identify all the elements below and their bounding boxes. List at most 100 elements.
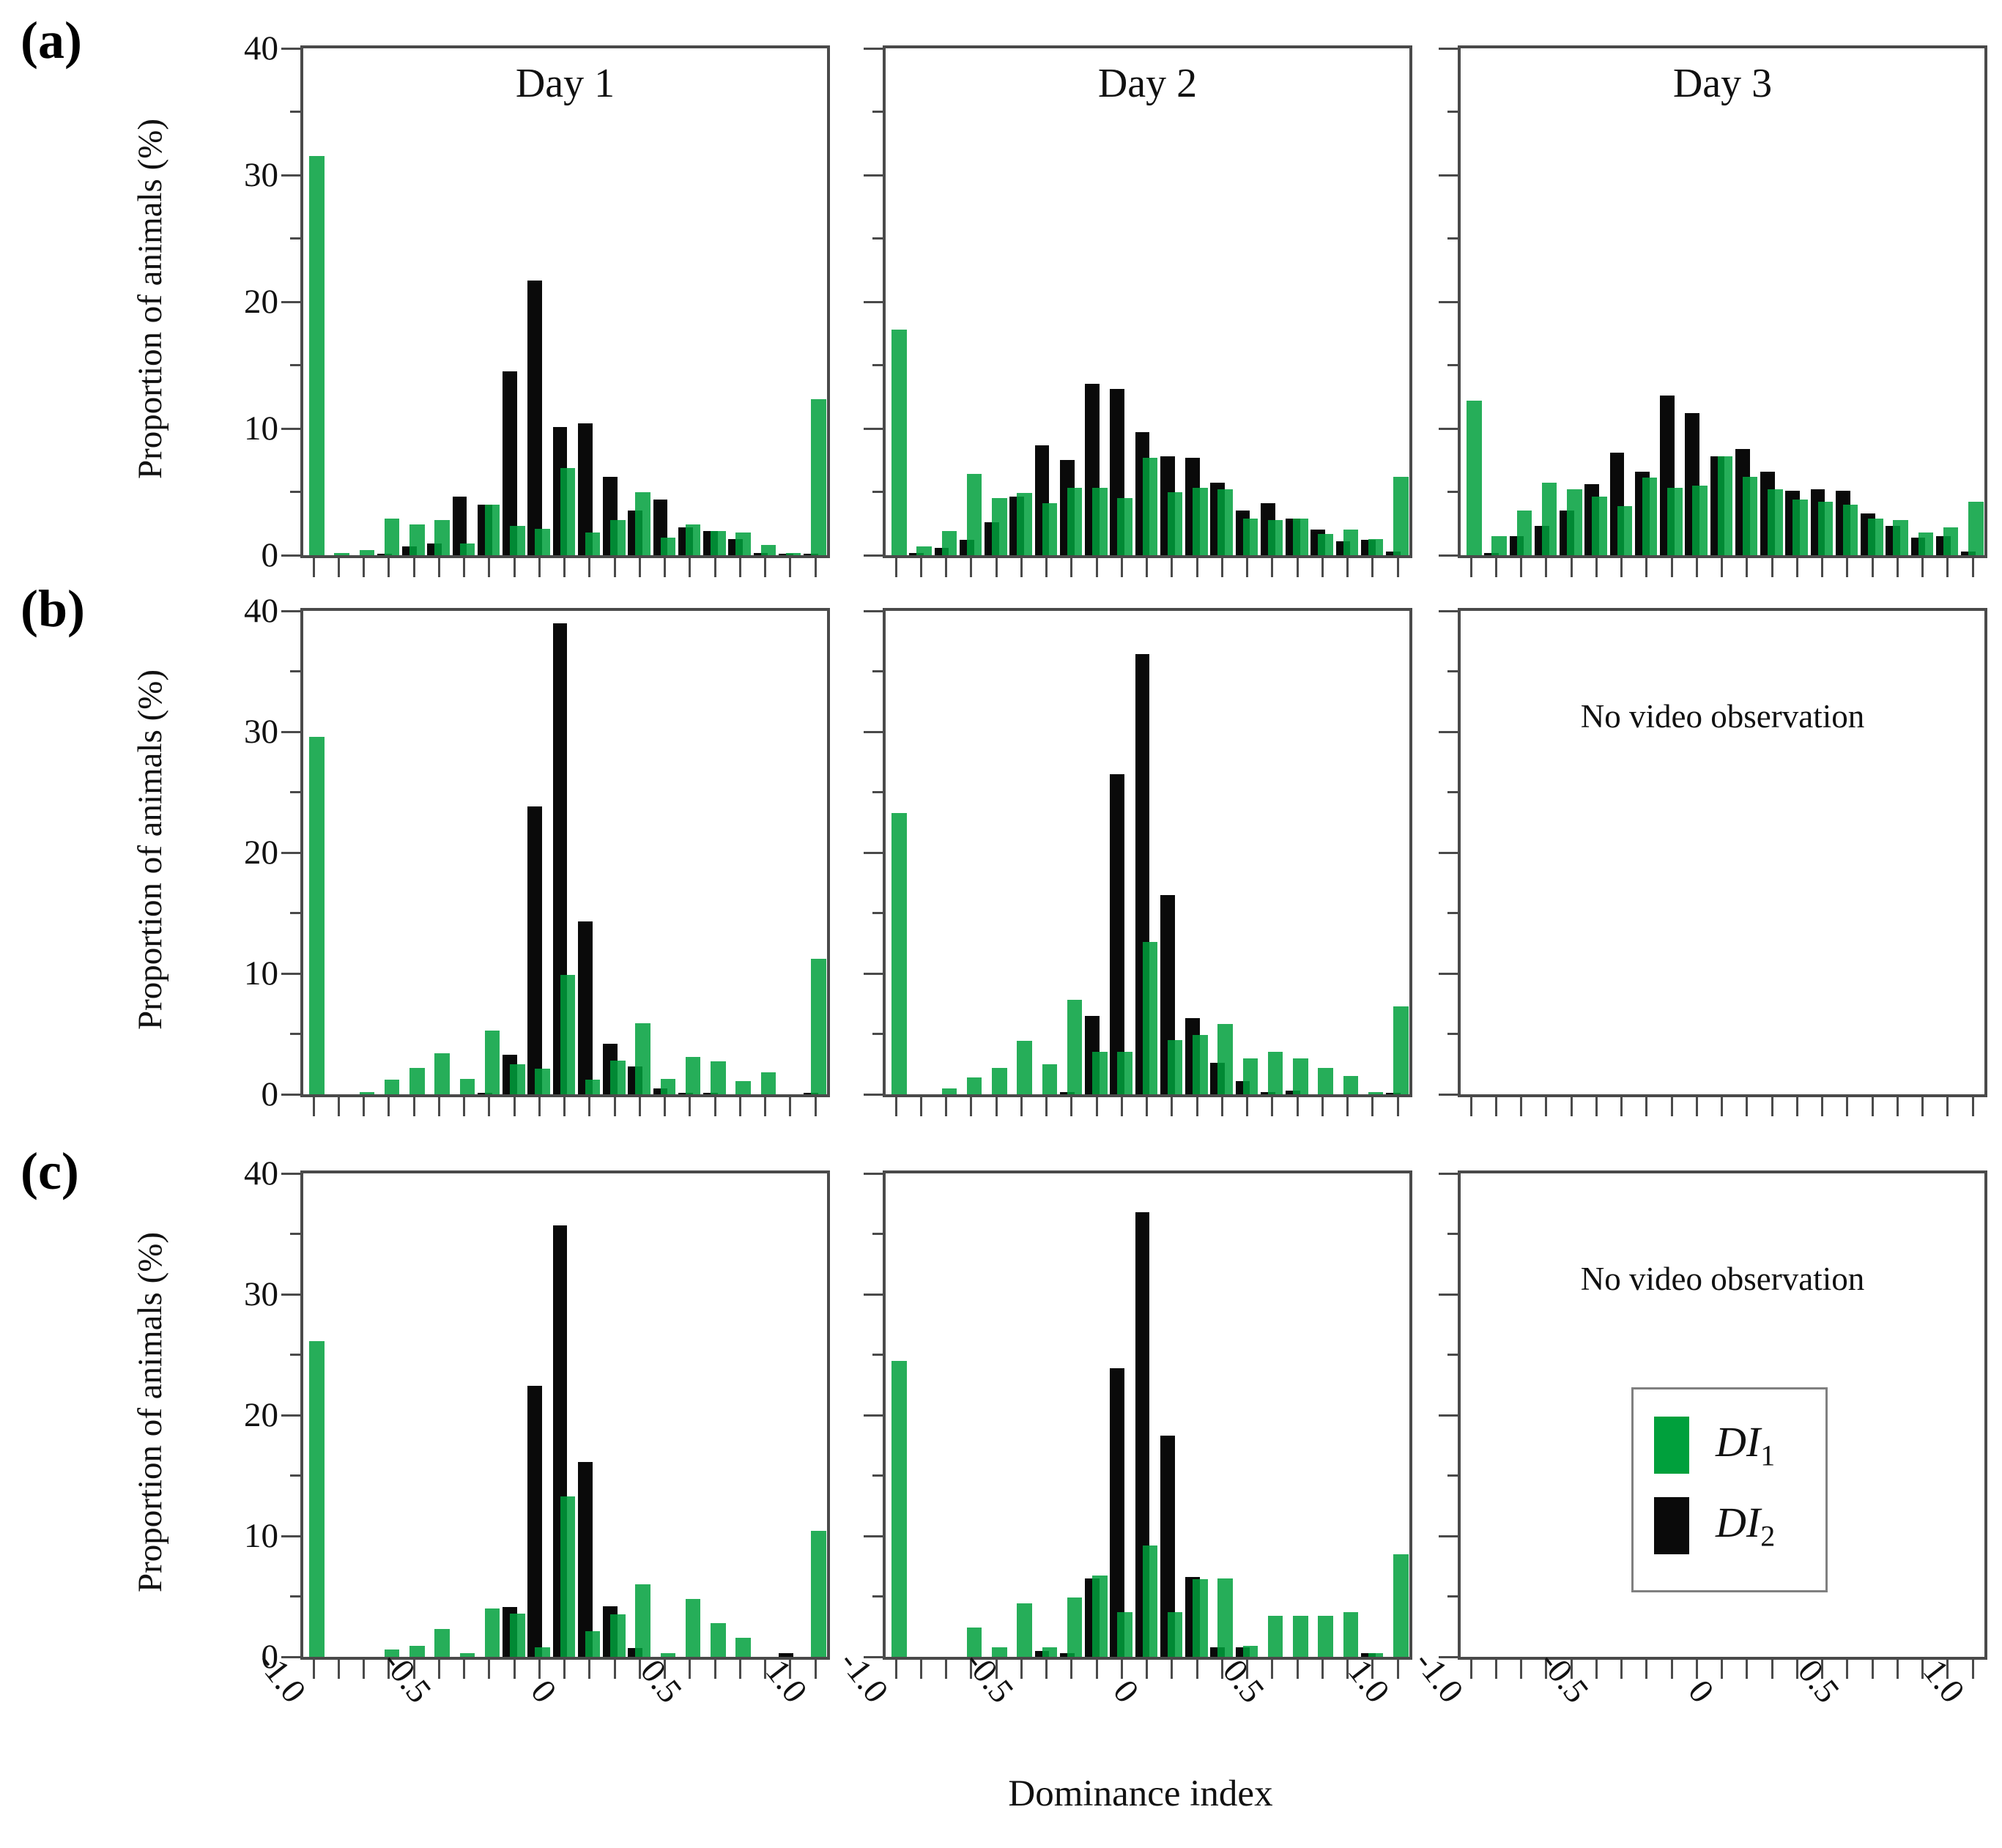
- y-minor-tick: [872, 491, 883, 493]
- x-tick: [463, 1097, 465, 1116]
- x-tick: [713, 1097, 716, 1116]
- bar-di1: [484, 1030, 500, 1094]
- bar-di1: [1042, 503, 1058, 555]
- x-tick: [1120, 558, 1123, 577]
- bar-di1: [760, 545, 776, 555]
- panel-a-day1: Day 1: [281, 45, 830, 577]
- x-tick: [1846, 1097, 1849, 1116]
- x-tick: [538, 1660, 541, 1679]
- x-tick: [1220, 558, 1223, 577]
- x-tick-label: 1.0: [1341, 1652, 1398, 1710]
- bar-di2: [1034, 1650, 1050, 1657]
- bar-di1: [660, 1078, 676, 1094]
- y-tick-label: 30: [244, 1275, 278, 1313]
- y-tick: [281, 47, 300, 50]
- y-minor-tick: [872, 791, 883, 793]
- x-tick: [664, 558, 666, 577]
- x-tick: [1494, 558, 1497, 577]
- bar-di1: [1267, 1615, 1283, 1657]
- bar-di1: [941, 1088, 957, 1094]
- bar-di1: [1242, 1646, 1258, 1657]
- bar-di1: [610, 519, 626, 555]
- x-tick: [894, 1660, 897, 1679]
- y-minor-tick: [1447, 1033, 1458, 1035]
- bar-di1: [1817, 502, 1834, 555]
- bar-di1: [891, 1360, 907, 1657]
- bar-di2: [1059, 1091, 1075, 1094]
- bar-di1: [1717, 456, 1733, 555]
- y-minor-tick: [1447, 491, 1458, 493]
- bar-di1: [1918, 532, 1934, 555]
- x-tick: [995, 1097, 998, 1116]
- bar-di1: [1293, 518, 1308, 555]
- x-tick: [538, 1097, 541, 1116]
- x-tick: [1171, 1097, 1174, 1116]
- x-tick: [894, 1097, 897, 1116]
- bar-di1: [992, 1067, 1007, 1094]
- x-tick: [814, 1097, 817, 1116]
- x-tick: [588, 558, 591, 577]
- bar-di1: [1193, 1035, 1208, 1094]
- y-tick: [281, 972, 300, 975]
- y-tick: [1439, 300, 1458, 303]
- bar-di1: [1017, 1041, 1032, 1094]
- bar-di1: [635, 1584, 650, 1657]
- bar-di1: [1293, 1615, 1308, 1657]
- x-tick: [664, 1660, 666, 1679]
- x-tick: [1220, 1097, 1223, 1116]
- x-tick: [337, 1097, 340, 1116]
- bar-di1: [459, 1653, 475, 1657]
- bar-di2: [527, 806, 543, 1094]
- bar-di1: [1042, 1064, 1058, 1094]
- x-tick: [1396, 1660, 1399, 1679]
- x-tick: [1695, 1097, 1698, 1116]
- bar-di1: [1167, 1611, 1183, 1657]
- bar-di1: [535, 1069, 550, 1094]
- bar-di1: [1467, 400, 1482, 555]
- y-minor-tick: [290, 364, 300, 366]
- x-tick: [1946, 558, 1949, 577]
- bar-di1: [891, 812, 907, 1094]
- y-minor-tick: [1447, 912, 1458, 914]
- x-tick: [588, 1660, 591, 1679]
- bar-di1: [560, 974, 576, 1094]
- x-tick: [1896, 1660, 1899, 1679]
- x-tick: [1721, 1660, 1723, 1679]
- y-tick: [864, 427, 883, 430]
- bar-di1: [1117, 1611, 1132, 1657]
- bar-di1: [1667, 488, 1683, 555]
- x-tick: [1896, 1097, 1899, 1116]
- y-minor-tick: [1447, 111, 1458, 113]
- panel-c-day2: [864, 1170, 1412, 1679]
- x-tick: [1020, 1660, 1023, 1679]
- bar-di1: [1017, 493, 1032, 555]
- bar-di2: [1160, 1436, 1175, 1657]
- y-tick-label: 40: [244, 1154, 278, 1192]
- bar-di1: [434, 1053, 450, 1094]
- row-label-b: (b): [21, 579, 85, 638]
- x-tick: [1795, 1097, 1798, 1116]
- bar-di1: [1167, 1039, 1183, 1094]
- bar-di1: [1541, 483, 1557, 555]
- bar-di2: [1059, 1653, 1075, 1657]
- x-tick: [463, 558, 465, 577]
- panel-a-day3: Day 3: [1439, 45, 1987, 577]
- x-tick: [613, 1660, 616, 1679]
- x-tick: [638, 1660, 641, 1679]
- x-tick: [1645, 1097, 1648, 1116]
- bar-di1: [610, 1060, 626, 1094]
- x-tick: [613, 558, 616, 577]
- bar-di1: [1242, 1058, 1258, 1094]
- bar-di1: [409, 1646, 425, 1657]
- y-minor-tick: [872, 364, 883, 366]
- bar-di1: [1092, 488, 1108, 555]
- bar-di1: [1142, 942, 1158, 1094]
- x-tick: [995, 558, 998, 577]
- bar-di1: [1092, 1052, 1108, 1094]
- bar-di1: [1343, 1076, 1359, 1094]
- y-tick: [864, 851, 883, 854]
- bar-di1: [334, 552, 349, 555]
- bar-di2: [628, 1648, 643, 1657]
- x-tick: [563, 558, 566, 577]
- x-tick: [1271, 1660, 1274, 1679]
